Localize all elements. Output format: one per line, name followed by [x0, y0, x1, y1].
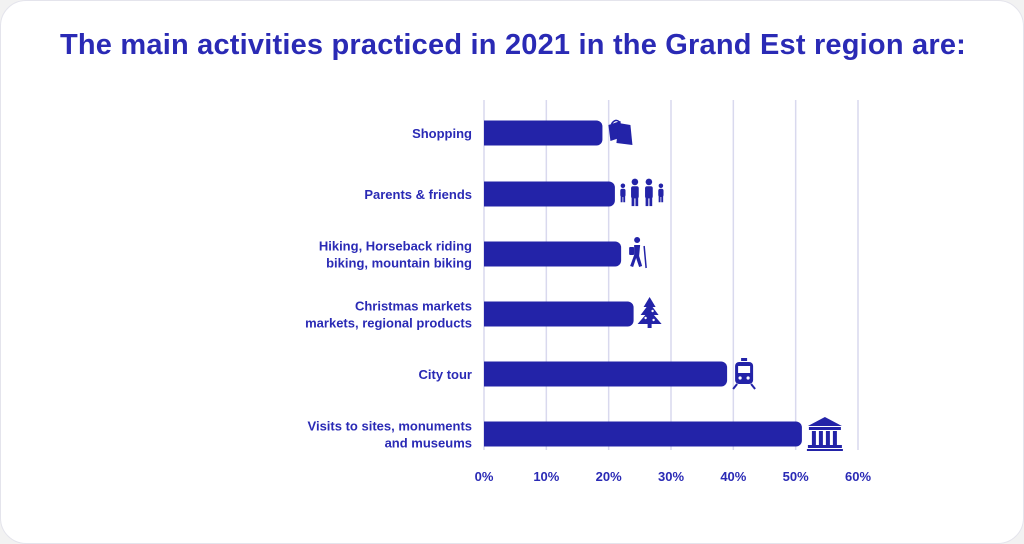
bar	[484, 301, 634, 327]
category-label: Visits to sites, monuments and museums	[308, 419, 472, 451]
x-tick-label: 20%	[596, 469, 622, 484]
bar	[484, 361, 728, 387]
bar-left-edge	[484, 181, 492, 207]
x-tick-label: 50%	[783, 469, 809, 484]
chart-title: The main activities practiced in 2021 in…	[59, 29, 967, 61]
family-icon	[620, 178, 664, 207]
bar	[484, 181, 615, 207]
museum-icon	[806, 417, 843, 451]
category-label: Christmas markets markets, regional produ…	[305, 299, 472, 331]
x-tick-label: 10%	[533, 469, 559, 484]
x-tick-label: 0%	[475, 469, 494, 484]
x-tick-label: 60%	[845, 469, 871, 484]
category-label: Shopping	[412, 126, 472, 141]
bar-left-edge	[484, 301, 492, 327]
train-icon	[732, 358, 756, 390]
x-tick-label: 40%	[720, 469, 746, 484]
bar-left-edge	[484, 361, 492, 387]
bar-left-edge	[484, 120, 492, 146]
bar-left-edge	[484, 421, 492, 447]
category-label: Parents & friends	[364, 187, 472, 202]
shopping-bags-icon	[608, 119, 633, 145]
category-label: City tour	[419, 367, 472, 382]
hiker-icon	[629, 237, 647, 269]
x-tick-label: 30%	[658, 469, 684, 484]
category-label: Hiking, Horseback riding biking, mountain…	[319, 239, 472, 271]
bar-left-edge	[484, 241, 492, 267]
bar	[484, 421, 802, 447]
christmas-tree-icon	[637, 297, 662, 328]
bar	[484, 241, 622, 267]
bar	[484, 120, 603, 146]
